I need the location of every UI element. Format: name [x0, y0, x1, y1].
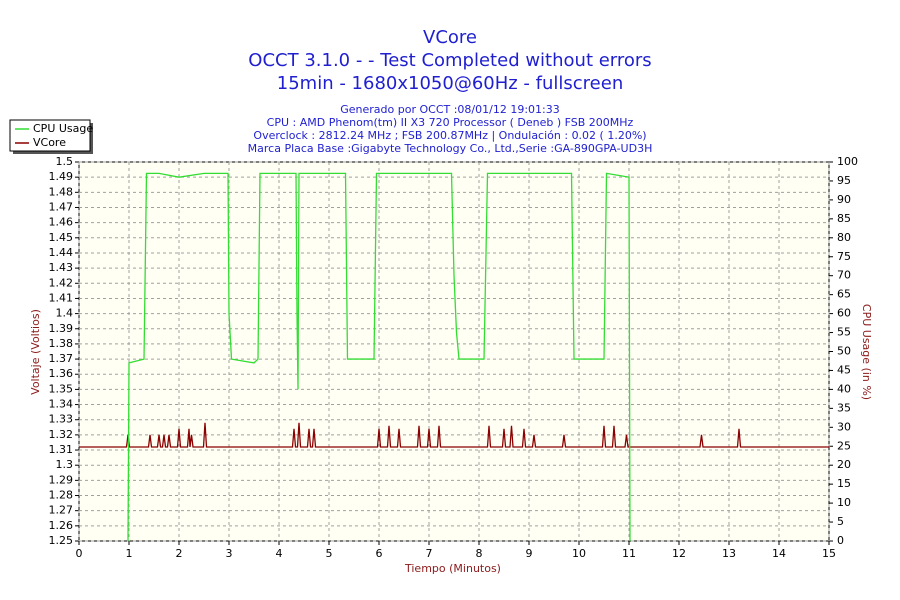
- y2-tick-label: 5: [837, 515, 844, 528]
- y-tick-label: 1.26: [49, 519, 74, 532]
- y-tick-label: 1.36: [49, 367, 74, 380]
- plot-area: [78, 161, 830, 542]
- y-tick-label: 1.37: [49, 352, 74, 365]
- y-tick-label: 1.48: [49, 185, 74, 198]
- y2-tick-label: 85: [837, 212, 851, 225]
- y-axis-label: Voltaje (Voltios): [29, 309, 42, 395]
- x-tick-label: 11: [622, 547, 636, 560]
- x-tick-label: 5: [326, 547, 333, 560]
- x-axis-label: Tiempo (Minutos): [404, 562, 501, 575]
- y-tick-label: 1.47: [49, 200, 74, 213]
- y2-tick-label: 10: [837, 496, 851, 509]
- y2-tick-label: 35: [837, 401, 851, 414]
- y-tick-label: 1.27: [49, 504, 74, 517]
- y2-tick-label: 60: [837, 307, 851, 320]
- y-tick-label: 1.34: [49, 398, 74, 411]
- x-tick-label: 7: [426, 547, 433, 560]
- series-line: [127, 172, 631, 542]
- y2-tick-label: 45: [837, 363, 851, 376]
- x-tick-label: 2: [176, 547, 183, 560]
- y2-tick-label: 40: [837, 382, 851, 395]
- y-tick-label: 1.42: [49, 276, 74, 289]
- legend-label: CPU Usage: [33, 122, 93, 135]
- y2-tick-label: 20: [837, 458, 851, 471]
- y-tick-label: 1.45: [49, 231, 74, 244]
- subtitle: Overclock : 2812.24 MHz ; FSB 200.87MHz …: [253, 129, 646, 142]
- y2-tick-label: 30: [837, 420, 851, 433]
- x-tick-label: 13: [722, 547, 736, 560]
- x-tick-label: 4: [276, 547, 283, 560]
- y-tick-label: 1.3: [56, 458, 74, 471]
- y-tick-label: 1.49: [49, 170, 74, 183]
- y-tick-label: 1.41: [49, 291, 74, 304]
- y-tick-label: 1.32: [49, 428, 74, 441]
- y-tick-label: 1.33: [49, 413, 74, 426]
- y-tick-label: 1.4: [56, 307, 74, 320]
- y2-tick-label: 55: [837, 326, 851, 339]
- y-tick-label: 1.44: [49, 246, 74, 259]
- legend-box: [9, 119, 91, 152]
- subtitle: CPU : AMD Phenom(tm) II X3 720 Processor…: [267, 116, 634, 129]
- x-tick-label: 0: [76, 547, 83, 560]
- y-tick-label: 1.38: [49, 337, 74, 350]
- y-tick-label: 1.5: [56, 155, 74, 168]
- chart-title-line: OCCT 3.1.0 - - Test Completed without er…: [248, 50, 651, 71]
- y2-tick-label: 90: [837, 193, 851, 206]
- y-tick-label: 1.29: [49, 473, 74, 486]
- x-tick-label: 15: [822, 547, 836, 560]
- y2-tick-label: 0: [837, 534, 844, 547]
- chart-title-line: 15min - 1680x1050@60Hz - fullscreen: [277, 73, 623, 94]
- y-tick-label: 1.46: [49, 216, 74, 229]
- chart-title: VCore: [423, 27, 477, 48]
- subtitle: Marca Placa Base :Gigabyte Technology Co…: [248, 142, 653, 155]
- y2-tick-label: 15: [837, 477, 851, 490]
- y2-tick-label: 70: [837, 269, 851, 282]
- x-tick-label: 6: [376, 547, 383, 560]
- y-tick-label: 1.25: [49, 534, 74, 547]
- y2-tick-label: 75: [837, 250, 851, 263]
- y-tick-label: 1.28: [49, 489, 74, 502]
- y2-tick-label: 50: [837, 345, 851, 358]
- legend-label: VCore: [33, 136, 66, 149]
- y-tick-label: 1.43: [49, 261, 74, 274]
- y-tick-label: 1.39: [49, 322, 74, 335]
- x-tick-label: 1: [126, 547, 133, 560]
- x-tick-label: 3: [226, 547, 233, 560]
- y-tick-label: 1.35: [49, 382, 74, 395]
- y-tick-label: 1.31: [49, 443, 74, 456]
- y2-axis-label: CPU Usage (in %): [860, 304, 873, 400]
- y2-tick-label: 95: [837, 174, 851, 187]
- x-tick-label: 14: [772, 547, 786, 560]
- series-line: [79, 422, 829, 448]
- subtitle: Generado por OCCT :08/01/12 19:01:33: [340, 103, 559, 116]
- x-tick-label: 12: [672, 547, 686, 560]
- x-tick-label: 10: [572, 547, 586, 560]
- x-tick-label: 8: [476, 547, 483, 560]
- y2-tick-label: 25: [837, 439, 851, 452]
- y2-tick-label: 65: [837, 288, 851, 301]
- y2-tick-label: 100: [837, 155, 858, 168]
- x-tick-label: 9: [526, 547, 533, 560]
- y2-tick-label: 80: [837, 231, 851, 244]
